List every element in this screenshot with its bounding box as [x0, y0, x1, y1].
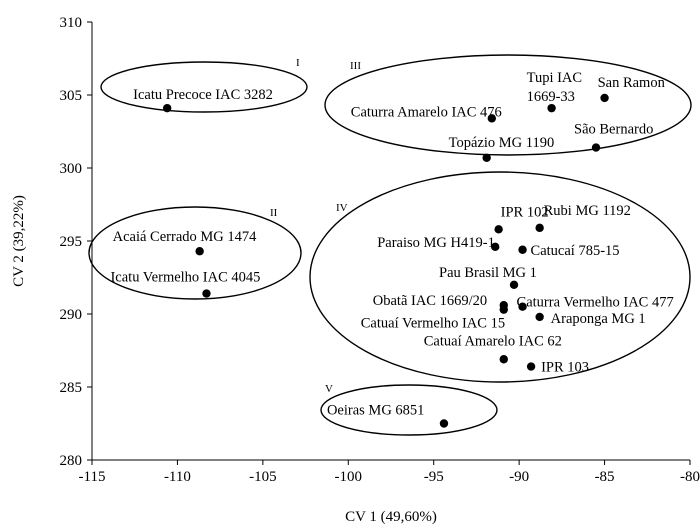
x-tick-label: -105	[249, 469, 277, 485]
data-point	[518, 302, 527, 311]
data-point	[491, 242, 500, 252]
data-point	[487, 114, 497, 123]
point-label: Caturra Vermelho IAC 477	[517, 295, 674, 311]
data-point	[195, 247, 204, 256]
point-label: Catucaí 785-15	[531, 243, 620, 259]
data-point	[518, 245, 527, 254]
group-ellipse-i	[100, 61, 308, 113]
data-points	[162, 93, 609, 428]
point-label: Pau Brasil MG 1	[439, 265, 537, 281]
data-point	[499, 305, 508, 314]
x-tick-label: -110	[164, 469, 191, 485]
group-ellipse-v	[320, 384, 498, 436]
point-label: Catuaí Vermelho IAC 15	[361, 316, 505, 332]
group-ellipses	[88, 54, 692, 436]
point-label: Icatu Vermelho IAC 4045	[110, 270, 260, 286]
group-ellipse-iv	[309, 171, 691, 383]
point-label: Paraiso MG H419-1	[377, 235, 495, 251]
data-point	[482, 153, 491, 162]
data-point	[439, 419, 449, 428]
point-label: IPR 103	[541, 360, 589, 376]
group-label-ii: II	[270, 207, 278, 219]
point-label: Catuaí Amarelo IAC 62	[424, 333, 562, 349]
x-axis-ticks: -115 -110 -105 -100 -95 -90 -85 -80	[79, 460, 700, 485]
y-tick-label: 295	[60, 234, 83, 250]
y-axis-ticks: 280 285 290 295 300 305 310	[60, 15, 92, 469]
group-ellipse-iii	[324, 54, 692, 156]
group-label-iv: IV	[336, 202, 348, 214]
data-point	[202, 289, 211, 298]
point-label: Icatu Precoce IAC 3282	[133, 87, 273, 103]
point-label: Rubi MG 1192	[544, 203, 631, 219]
y-tick-label: 310	[60, 15, 83, 31]
data-point	[494, 225, 503, 234]
point-label: Obatã IAC 1669/20	[373, 293, 487, 309]
data-point	[600, 93, 609, 103]
point-labels: Icatu Precoce IAC 3282 Caturra Amarelo IA…	[110, 70, 673, 418]
point-label: IPR 102	[501, 204, 549, 220]
point-label: Caturra Amarelo IAC 476	[351, 104, 502, 120]
x-tick-label: -115	[79, 469, 106, 485]
y-tick-label: 305	[60, 88, 83, 104]
point-label: Topázio MG 1190	[449, 135, 555, 151]
y-tick-label: 300	[60, 161, 83, 177]
data-point	[535, 312, 544, 322]
point-label: Araponga MG 1	[551, 311, 646, 327]
x-tick-label: -100	[335, 469, 363, 485]
data-point	[535, 223, 544, 233]
data-point	[499, 355, 508, 364]
x-tick-label: -90	[509, 469, 529, 485]
data-point	[591, 143, 601, 152]
data-point	[509, 280, 519, 289]
x-tick-label: -95	[424, 469, 444, 485]
group-label-v: V	[325, 383, 333, 395]
point-label: São Bernardo	[574, 122, 653, 138]
data-point	[547, 103, 556, 113]
group-label-i: I	[296, 57, 300, 69]
group-label-iii: III	[350, 60, 361, 72]
y-axis-label: CV 2 (39,22%)	[11, 195, 27, 287]
group-ellipse-ii	[88, 206, 302, 300]
y-tick-label: 285	[60, 380, 83, 396]
point-label: Oeiras MG 6851	[327, 403, 424, 419]
x-tick-label: -80	[680, 469, 700, 485]
x-tick-label: -85	[595, 469, 615, 485]
point-label: Tupi IAC 1669-33	[527, 70, 582, 105]
data-point	[162, 103, 172, 113]
y-tick-label: 290	[60, 307, 83, 323]
y-tick-label: 280	[60, 453, 83, 469]
x-axis-label: CV 1 (49,60%)	[345, 509, 437, 525]
point-label: Acaiá Cerrado MG 1474	[113, 229, 257, 245]
point-label: San Ramon	[598, 75, 666, 91]
data-point	[526, 362, 536, 371]
